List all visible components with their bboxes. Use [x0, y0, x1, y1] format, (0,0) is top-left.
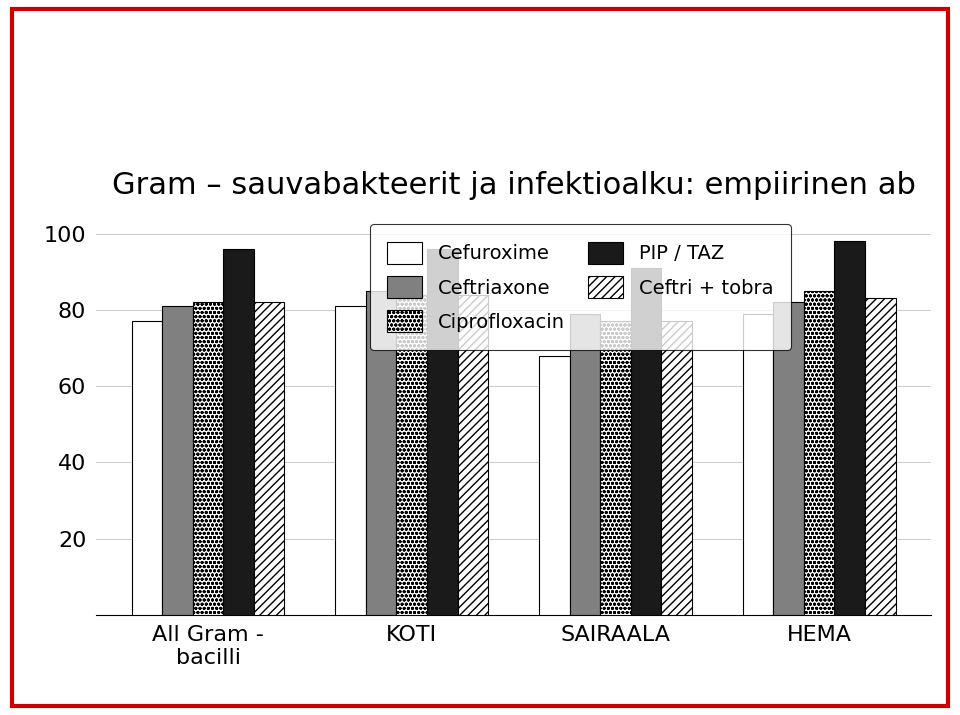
Bar	[600, 321, 631, 615]
Bar	[631, 268, 661, 615]
Bar	[540, 355, 569, 615]
Bar	[224, 249, 253, 615]
Bar	[335, 306, 366, 615]
Bar	[834, 241, 865, 615]
Bar	[458, 295, 488, 615]
Bar	[132, 321, 162, 615]
Bar	[396, 295, 427, 615]
Bar	[162, 306, 193, 615]
Bar	[427, 249, 458, 615]
Bar	[661, 321, 692, 615]
Title: Gram – sauvabakteerit ja infektioalku: empiirinen ab: Gram – sauvabakteerit ja infektioalku: e…	[111, 171, 916, 199]
Bar	[743, 314, 774, 615]
Bar	[366, 291, 396, 615]
Legend: Cefuroxime, Ceftriaxone, Ciprofloxacin, PIP / TAZ, Ceftri + tobra: Cefuroxime, Ceftriaxone, Ciprofloxacin, …	[370, 225, 791, 350]
Bar	[253, 302, 284, 615]
Bar	[569, 314, 600, 615]
Bar	[804, 291, 834, 615]
Bar	[193, 302, 224, 615]
Bar	[774, 302, 804, 615]
Bar	[865, 298, 896, 615]
